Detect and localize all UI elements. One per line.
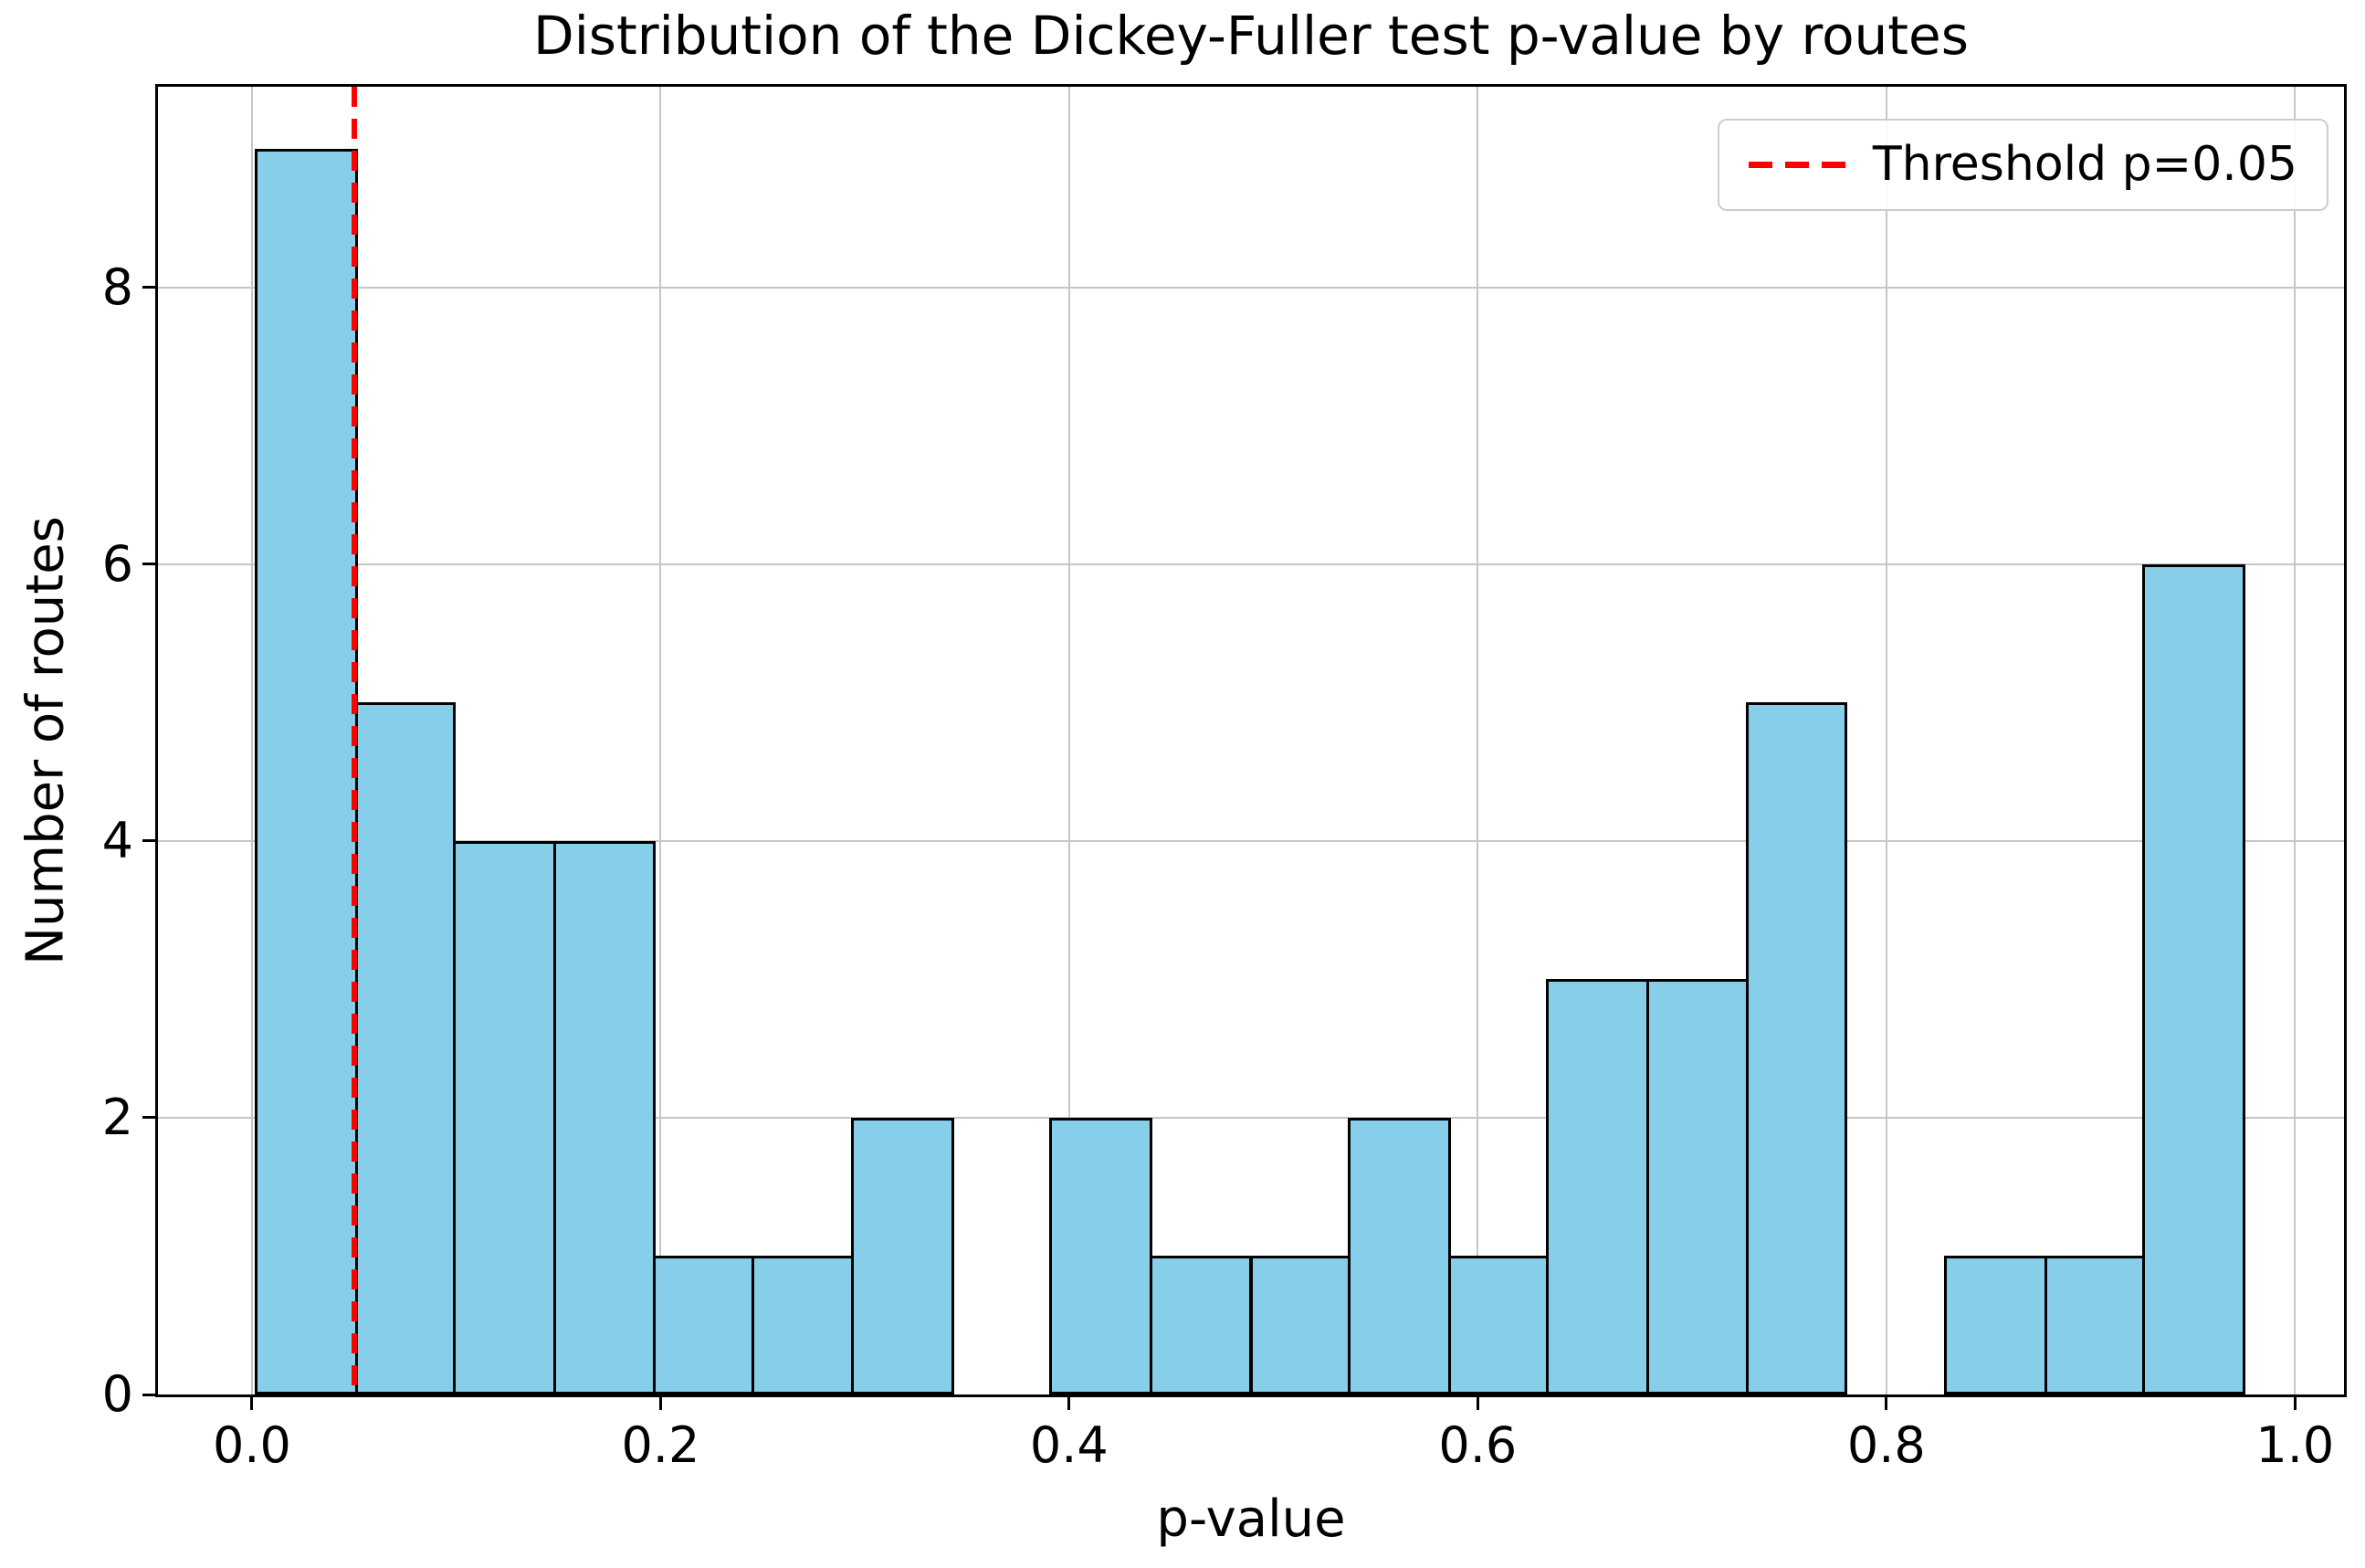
x-tick — [658, 1397, 662, 1410]
legend: Threshold p=0.05 — [1717, 119, 2328, 212]
histogram-bar — [354, 702, 456, 1394]
y-tick — [142, 286, 155, 289]
y-gridline — [158, 286, 2344, 289]
threshold-dash-icon — [1748, 162, 1845, 169]
y-tick — [142, 839, 155, 843]
y-tick-label: 8 — [101, 258, 133, 316]
x-tick — [1476, 1397, 1479, 1410]
x-gridline — [250, 87, 253, 1394]
x-gridline — [1885, 87, 1887, 1394]
threshold-line — [351, 87, 357, 1394]
y-tick-label: 6 — [101, 534, 133, 593]
histogram-bar — [2044, 1256, 2146, 1394]
y-tick-label: 0 — [101, 1365, 133, 1423]
x-tick-label: 0.8 — [1846, 1416, 1926, 1474]
plot-inner-layer: Threshold p=0.05 — [158, 87, 2344, 1394]
histogram-bar — [452, 840, 556, 1394]
x-gridline — [1477, 87, 1479, 1394]
histogram-bar — [552, 840, 657, 1394]
histogram-bar — [851, 1117, 954, 1394]
x-tick — [1885, 1397, 1888, 1410]
y-gridline — [158, 563, 2344, 565]
x-tick — [1067, 1397, 1071, 1410]
y-gridline — [158, 1116, 2344, 1119]
x-tick — [2293, 1397, 2297, 1410]
histogram-bar — [1347, 1117, 1451, 1394]
x-axis-label: p-value — [1156, 1489, 1346, 1549]
histogram-bar — [1944, 1256, 2047, 1394]
histogram-bar — [1545, 979, 1649, 1394]
histogram-bar — [653, 1256, 754, 1394]
y-tick — [142, 563, 155, 566]
x-gridline — [659, 87, 662, 1394]
legend-label: Threshold p=0.05 — [1872, 137, 2297, 192]
y-gridline — [158, 839, 2344, 842]
y-tick — [142, 1116, 155, 1120]
x-gridline — [1067, 87, 1070, 1394]
histogram-bar — [1149, 1256, 1253, 1394]
x-tick-label: 0.2 — [621, 1416, 700, 1474]
x-gridline — [2294, 87, 2297, 1394]
histogram-bar — [1049, 1117, 1152, 1394]
histogram-bar — [2142, 563, 2245, 1394]
x-tick-label: 1.0 — [2255, 1416, 2335, 1474]
chart-title: Distribution of the Dickey-Fuller test p… — [533, 5, 1969, 67]
histogram-bar — [751, 1256, 855, 1394]
x-tick-label: 0.0 — [212, 1416, 291, 1474]
plot-area: Threshold p=0.05 — [155, 84, 2347, 1397]
x-tick-label: 0.4 — [1029, 1416, 1109, 1474]
histogram-bar — [1746, 702, 1847, 1394]
y-tick — [142, 1393, 155, 1396]
histogram-bar — [1645, 979, 1750, 1394]
x-tick-label: 0.6 — [1438, 1416, 1518, 1474]
histogram-bar — [254, 149, 358, 1394]
histogram-bar — [1249, 1256, 1351, 1394]
y-tick-label: 2 — [101, 1088, 133, 1146]
x-tick — [250, 1397, 254, 1410]
y-tick-label: 4 — [101, 811, 133, 869]
histogram-bar — [1447, 1256, 1549, 1394]
